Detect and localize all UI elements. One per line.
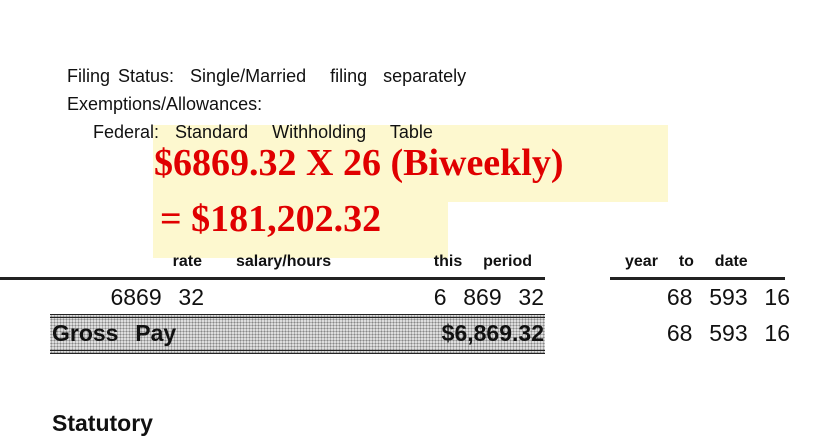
gross-pay-ytd: 68 593 16: [666, 320, 790, 346]
statutory-heading: Statutory: [52, 410, 153, 436]
header-salary-hours: salary/hours: [236, 253, 332, 270]
federal-withholding: Federal: Standard Withholding Table: [93, 122, 433, 142]
ytd-value: 68 593 16: [666, 284, 790, 310]
filing-status: Filing Status: Single/Married filing sep…: [67, 66, 467, 86]
annotation-result: = $181,202.32: [160, 198, 382, 240]
gross-pay-this-period: $6,869.32: [441, 320, 544, 346]
exemptions-label: Exemptions/Allowances:: [67, 94, 263, 114]
annotation-highlight: [153, 200, 448, 258]
header-year-to-date: year to date: [625, 253, 748, 270]
this-period-value: 6 869 32: [433, 284, 544, 310]
annotation-highlight: [153, 125, 668, 202]
gross-pay-label: Gross Pay: [52, 320, 177, 346]
header-this-period: this period: [433, 253, 532, 270]
ytd-header-rule: [610, 277, 785, 280]
gross-pay-band: [50, 314, 545, 354]
rate-value: 6869 32: [110, 284, 204, 310]
header-rule: [0, 277, 545, 280]
header-rate: rate: [172, 253, 202, 270]
annotation-calculation: $6869.32 X 26 (Biweekly): [154, 142, 564, 184]
